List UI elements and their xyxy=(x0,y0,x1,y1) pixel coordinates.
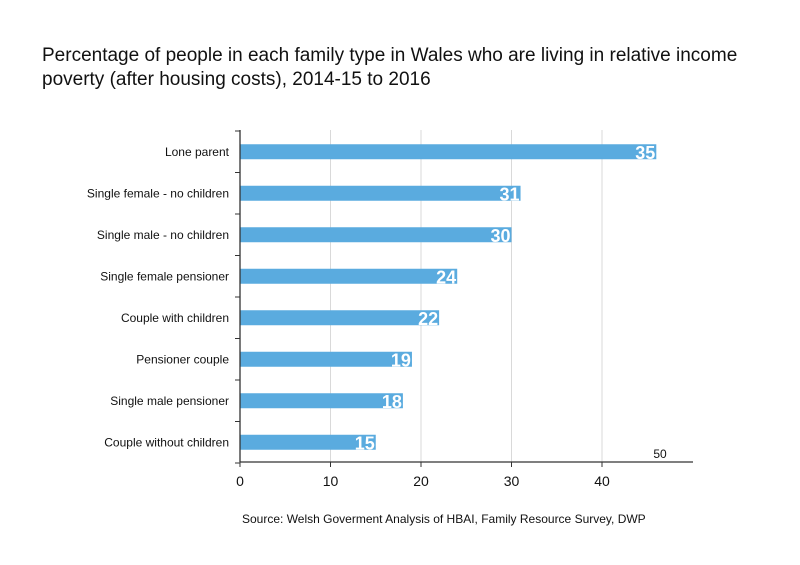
category-label: Single male - no children xyxy=(97,228,229,242)
bar-value-label: 22 xyxy=(418,309,438,329)
bars: 35 31 30 24 22 19 18 15 xyxy=(240,143,657,453)
category-labels: Lone parent Single female - no children Si… xyxy=(87,130,240,464)
category-label: Couple with children xyxy=(121,311,229,325)
axis-max-annotation: 50 xyxy=(653,447,667,461)
bar xyxy=(240,351,412,367)
bar-value-label: 31 xyxy=(500,184,520,204)
bar-value-label: 24 xyxy=(436,267,456,287)
bar xyxy=(240,268,458,284)
source-note: Source: Welsh Goverment Analysis of HBAI… xyxy=(242,512,646,526)
axes xyxy=(239,130,693,463)
category-label: Couple without children xyxy=(104,435,229,449)
bar xyxy=(240,393,403,409)
category-label: Single female - no children xyxy=(87,186,229,200)
bar-value-label: 30 xyxy=(490,226,510,246)
bar-value-label: 19 xyxy=(391,350,411,370)
chart-title: Percentage of people in each family type… xyxy=(42,45,738,90)
bar-value-label: 15 xyxy=(355,433,375,453)
bar xyxy=(240,434,376,450)
bar-value-label: 35 xyxy=(635,143,655,163)
x-tick-label: 30 xyxy=(504,473,520,489)
x-ticks: 0 10 20 30 40 xyxy=(236,462,610,489)
bar xyxy=(240,227,512,243)
x-tick-label: 10 xyxy=(323,473,339,489)
bar-value-label: 18 xyxy=(382,392,402,412)
category-label: Lone parent xyxy=(165,145,230,159)
grid-lines xyxy=(330,130,603,462)
bar xyxy=(240,310,440,326)
bar xyxy=(240,185,521,201)
category-label: Single female pensioner xyxy=(100,269,229,283)
category-label: Pensioner couple xyxy=(136,352,229,366)
x-tick-label: 0 xyxy=(236,473,244,489)
bar xyxy=(240,144,657,160)
category-label: Single male pensioner xyxy=(110,394,229,408)
x-tick-label: 20 xyxy=(413,473,429,489)
x-tick-label: 40 xyxy=(594,473,610,489)
